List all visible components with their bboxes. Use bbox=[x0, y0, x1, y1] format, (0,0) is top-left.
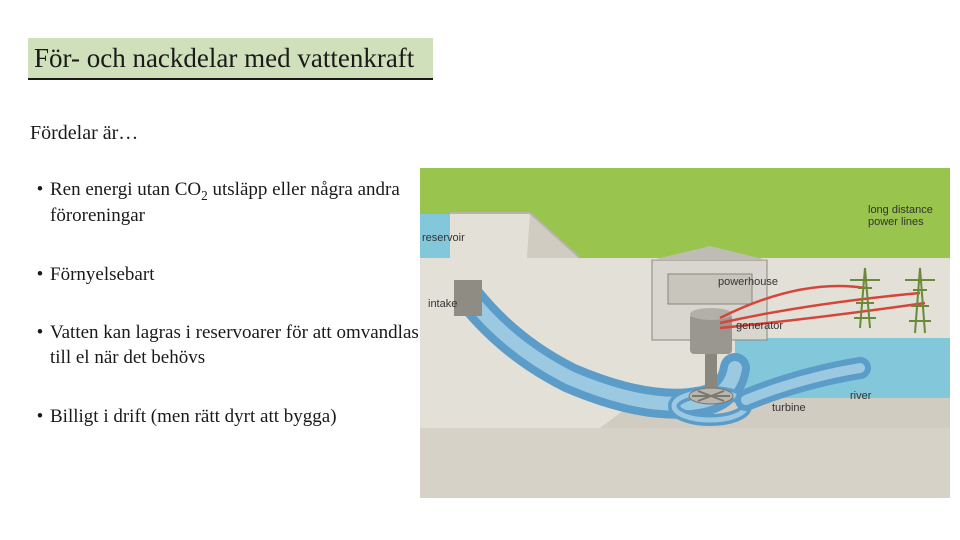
hydropower-diagram: reservoir intake powerhouse generator tu… bbox=[420, 168, 950, 498]
label-river: river bbox=[850, 390, 871, 402]
bullet-text: Vatten kan lagras i reservoarer för att … bbox=[50, 321, 420, 370]
list-item: • Ren energi utan CO2 utsläpp eller någr… bbox=[30, 178, 420, 229]
list-item: • Vatten kan lagras i reservoarer för at… bbox=[30, 321, 420, 370]
label-powerhouse: powerhouse bbox=[718, 276, 778, 288]
label-powerlines: long distance power lines bbox=[868, 204, 933, 228]
page-title: För- och nackdelar med vattenkraft bbox=[34, 43, 414, 74]
bullet-dot-icon: • bbox=[30, 178, 50, 203]
list-item: • Förnyelsebart bbox=[30, 263, 420, 288]
label-generator: generator bbox=[736, 320, 783, 332]
bullet-dot-icon: • bbox=[30, 405, 50, 430]
bullet-dot-icon: • bbox=[30, 321, 50, 346]
bullet-list: • Ren energi utan CO2 utsläpp eller någr… bbox=[30, 178, 420, 464]
label-intake: intake bbox=[428, 298, 457, 310]
list-item: • Billigt i drift (men rätt dyrt att byg… bbox=[30, 405, 420, 430]
bullet-text: Billigt i drift (men rätt dyrt att bygga… bbox=[50, 405, 420, 430]
label-turbine: turbine bbox=[772, 402, 806, 414]
bullet-text: Ren energi utan CO2 utsläpp eller några … bbox=[50, 178, 420, 229]
bullet-dot-icon: • bbox=[30, 263, 50, 288]
label-reservoir: reservoir bbox=[422, 232, 465, 244]
subtitle: Fördelar är… bbox=[30, 122, 138, 145]
bullet-text: Förnyelsebart bbox=[50, 263, 420, 288]
title-bar: För- och nackdelar med vattenkraft bbox=[28, 38, 433, 80]
